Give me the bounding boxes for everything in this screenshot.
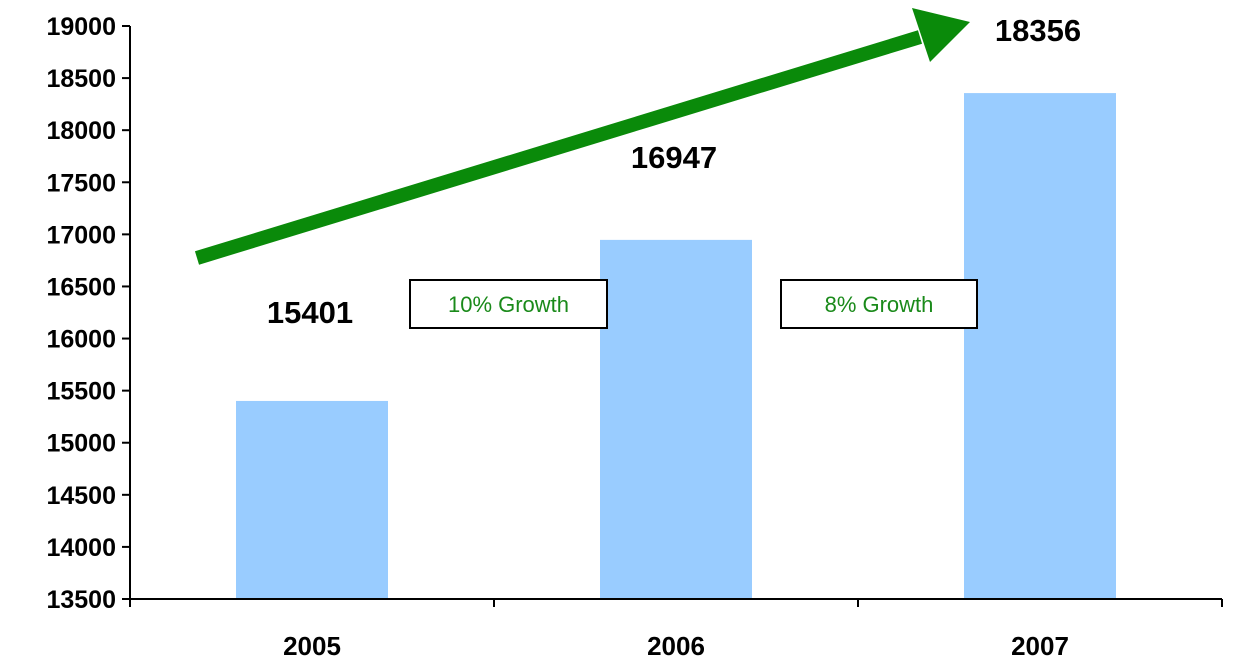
x-category-label: 2006 [647, 631, 705, 660]
trend-arrow-head [912, 8, 970, 62]
y-tick-label: 17500 [46, 169, 116, 197]
y-tick-label: 15500 [46, 378, 116, 406]
y-tick-label: 16500 [46, 273, 116, 301]
y-tick-label: 16000 [46, 326, 116, 354]
growth-callout-box [409, 279, 608, 329]
data-label-2007: 18356 [995, 13, 1081, 48]
y-tick-label: 15000 [46, 430, 116, 458]
growth-callouts: 10% Growth 8% Growth [409, 279, 978, 329]
y-axis-ticks: 13500 14000 14500 15000 15500 16000 16500 17000… [46, 13, 130, 614]
bars [236, 93, 1116, 600]
y-tick-label: 18500 [46, 65, 116, 93]
bar-2007 [964, 93, 1116, 600]
x-axis-ticks: 2005 2006 2007 [129, 599, 1223, 660]
x-category-label: 2007 [1011, 631, 1069, 660]
trend-arrow-shaft [194, 30, 923, 265]
x-category-label: 2005 [283, 631, 341, 660]
data-labels: 15401 16947 18356 [267, 13, 1081, 330]
y-tick-label: 14000 [46, 534, 116, 562]
y-tick-label: 13500 [46, 586, 116, 614]
y-tick-label: 17000 [46, 221, 116, 249]
growth-callout-box [780, 279, 978, 329]
y-tick-label: 14500 [46, 482, 116, 510]
y-tick-label: 19000 [46, 13, 116, 41]
y-tick-label: 18000 [46, 117, 116, 145]
trend-arrow [194, 8, 970, 265]
growth-callout-text: 10% Growth [448, 292, 569, 317]
growth-callout-text: 8% Growth [825, 292, 934, 317]
data-label-2005: 15401 [267, 295, 353, 330]
data-label-2006: 16947 [631, 140, 717, 175]
bar-2006 [600, 239, 752, 600]
bar-2005 [236, 400, 388, 599]
